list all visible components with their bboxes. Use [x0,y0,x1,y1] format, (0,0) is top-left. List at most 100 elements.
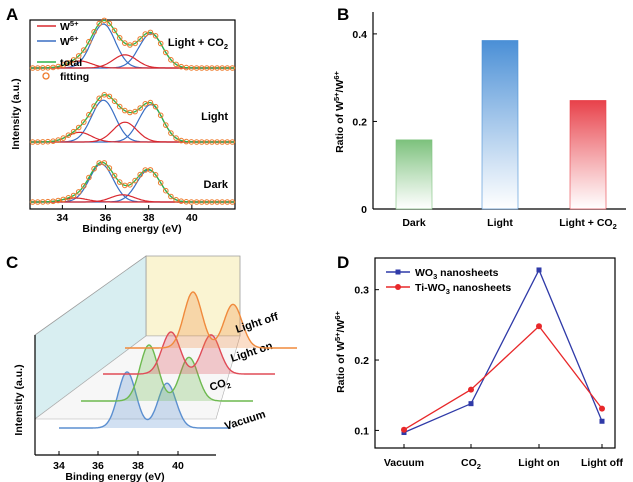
y-tick-label: 0.1 [354,425,369,437]
trace-label: Vacuum [223,408,267,433]
category-label: Dark [402,217,426,229]
fitting-point [168,193,174,200]
panel-label-a: A [6,5,18,24]
fitting-point [188,199,195,205]
category-label: CO2 [461,457,481,471]
panel-a-traces: Light + CO2 Light Dark [29,17,236,205]
fitting-point [34,139,41,145]
panel-d: D 0.1 0.2 0.3 Vacuum CO2 Light on Light off W… [333,253,623,471]
fitting-point [116,103,123,110]
fitting-point [127,182,133,188]
fitting-point [60,196,67,203]
fitting-point [147,99,154,106]
fitting-point [55,137,62,143]
fitting-point [29,199,36,205]
fitting-point [34,65,41,71]
fitting-point [122,40,128,46]
fitting-point [209,199,215,205]
fitting-point [55,197,62,204]
fitting-point [173,61,179,68]
panel-d-y-ticks: 0.1 0.2 0.3 [354,285,379,437]
data-point [401,426,407,433]
fitting-point [142,167,149,173]
fitting-point [152,172,159,178]
fitting-point [168,130,174,136]
fitting-point [65,195,72,201]
fitting-point [45,138,51,145]
fitting-point [29,139,36,145]
data-point [468,401,474,407]
data-point [468,386,474,393]
x-tick-label: 38 [132,460,144,472]
total-curve [30,161,235,203]
legend-label: W5+ [60,19,79,33]
panel-a-x-ticks: 34 36 38 40 [57,205,198,224]
fitting-point [219,139,225,145]
legend-label: Ti-WO3 nanosheets [415,282,511,296]
fitting-point [163,49,169,56]
panel-d-plot-frame [374,257,616,449]
fitting-point [152,33,159,39]
fitting-point [198,65,205,71]
fitting-point [106,20,113,27]
fitting-point [40,65,46,71]
fitting-point [75,53,82,59]
trace-label: Light [201,111,228,123]
fitting-point [122,182,128,189]
category-label: Light on [518,457,559,469]
fitting-point [60,135,67,141]
fitting-point [229,65,236,71]
fitting-point [70,128,77,135]
fitting-point [183,64,190,71]
category-label: Light off [581,457,623,469]
x-tick-label: 36 [92,460,104,472]
fitting-point [122,107,128,114]
fitting-point [96,20,102,27]
legend-label: fitting [60,71,89,83]
panel-d-series [401,267,605,436]
fitting-point [132,108,138,115]
data-point [536,267,542,273]
fitting-point [173,197,179,203]
panel-d-category-labels: Vacuum CO2 Light on Light off [384,444,623,471]
panel-c-x-ticks: 34 36 38 40 [53,451,184,472]
fitting-point [111,98,118,104]
legend-swatch [42,72,50,80]
fitting-point [209,139,215,145]
fitting-point [157,180,164,186]
fitting-point [50,138,56,144]
series-line [403,268,603,434]
fitting-point [55,63,62,70]
y-tick-label: 0.2 [354,355,369,367]
data-point [599,418,605,424]
trace-line [103,331,275,375]
fitting-point [163,187,169,194]
panel-label-c: C [6,253,18,272]
legend-marker [395,284,401,290]
fitting-point [45,65,51,71]
x-tick-label: 34 [53,460,65,472]
category-label: Light [487,217,513,229]
fitting-point [60,62,67,68]
trace-line [81,344,253,402]
fitting-point [157,40,164,47]
fitting-point [96,160,102,166]
fitting-point [219,199,225,205]
fitting-point [188,139,195,145]
fitting-point [168,57,174,63]
fitting-point [106,93,113,100]
fitting-point [65,60,72,66]
fitting-point [116,35,123,41]
fitting-point [163,122,169,128]
fitting-point [219,65,225,71]
legend-label: WO3 nanosheets [415,267,499,281]
bar-light-co2 [569,100,607,210]
trace-label: Dark [204,179,229,191]
fitting-point [70,57,77,63]
fitting-point [147,167,154,173]
bar-dark [395,139,433,210]
x-tick-label: 40 [172,460,184,472]
fitting-point [91,29,97,35]
fitting-point [29,65,36,71]
category-label: Vacuum [384,457,424,469]
